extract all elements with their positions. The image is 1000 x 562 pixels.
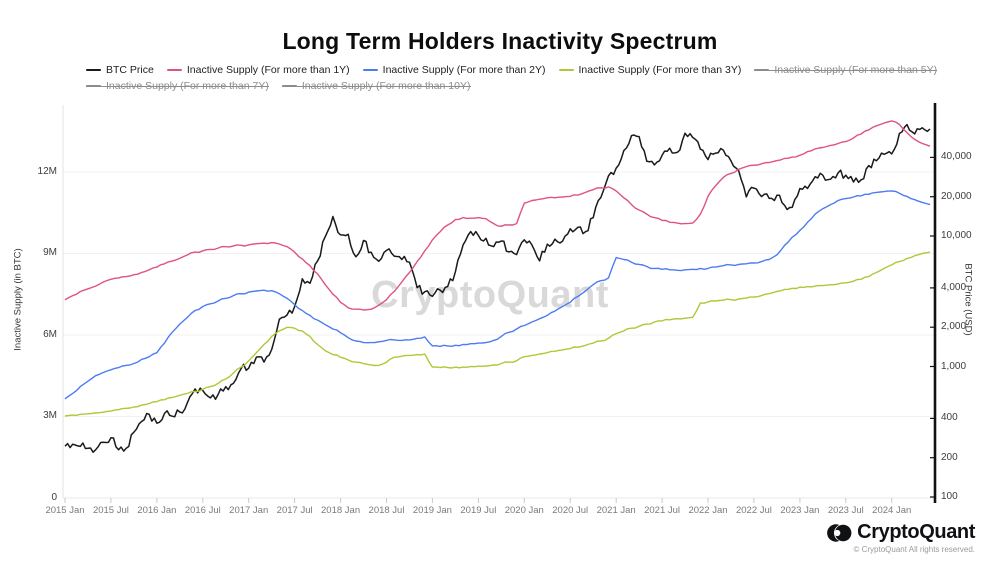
legend-swatch: [166, 69, 182, 71]
inactive-supply-2y-line: [64, 190, 931, 400]
x-tick-label: 2023 Jan: [780, 505, 820, 516]
y-right-tick-label: 1,000: [941, 360, 967, 372]
legend-item-btc-price[interactable]: BTC Price: [86, 64, 154, 76]
y-right-tick-label: 40,000: [941, 151, 972, 163]
x-tick-label: 2020 Jul: [552, 505, 589, 516]
legend-label: Inactive Supply (For more than 3Y): [578, 64, 742, 76]
legend-swatch: [362, 69, 378, 71]
inactive-supply-1y-line: [64, 120, 931, 311]
x-tick-label: 2023 Jul: [827, 505, 864, 516]
x-tick-label: 2016 Jan: [137, 505, 177, 516]
x-tick-label: 2022 Jan: [688, 505, 728, 516]
legend-label: BTC Price: [106, 64, 154, 76]
y-left-tick-label: 3M: [43, 410, 57, 422]
x-tick-label: 2020 Jan: [504, 505, 544, 516]
right-axis-title: BTC Price (USD): [962, 263, 974, 336]
x-tick-label: 2015 Jan: [45, 505, 85, 516]
y-right-tick-label: 10,000: [941, 230, 972, 241]
btc-price-line: [64, 123, 931, 453]
y-right-tick-label: 200: [941, 451, 958, 463]
legend-row-1: BTC Price Inactive Supply (For more than …: [86, 62, 966, 78]
footer: CryptoQuant © CryptoQuant All rights res…: [827, 521, 975, 554]
watermark: CryptoQuant: [371, 274, 609, 316]
x-tick-label: 2017 Jul: [276, 505, 313, 516]
x-tick-label: 2022 Jul: [735, 505, 772, 516]
y-left-tick-label: 0: [51, 492, 57, 503]
x-tick-label: 2021 Jan: [596, 505, 636, 516]
legend: BTC Price Inactive Supply (For more than …: [86, 62, 966, 94]
legend-item-inactive-supply-for-more-than-2y[interactable]: Inactive Supply (For more than 2Y): [362, 64, 546, 76]
footer-brand[interactable]: CryptoQuant: [857, 521, 975, 543]
legend-row-2: Inactive Supply (For more than 7Y) Inacti…: [86, 78, 966, 94]
y-right-tick-label: 20,000: [941, 190, 972, 202]
legend-label: Inactive Supply (For more than 2Y): [382, 64, 546, 76]
cryptoquant-logo-icon: [827, 523, 852, 542]
legend-label: Inactive Supply (For more than 1Y): [186, 64, 350, 76]
legend-item-inactive-supply-for-more-than-5y[interactable]: Inactive Supply (For more than 5Y): [754, 64, 937, 76]
y-right-tick-label: 100: [941, 491, 958, 502]
x-tick-label: 2016 Jul: [184, 505, 221, 516]
x-tick-label: 2015 Jul: [92, 505, 129, 516]
legend-swatch: [86, 69, 101, 71]
x-tick-label: 2018 Jul: [368, 505, 405, 516]
x-tick-label: 2019 Jan: [412, 505, 452, 516]
y-left-tick-label: 12M: [37, 165, 57, 177]
y-right-tick-label: 4,000: [941, 281, 967, 293]
legend-item-inactive-supply-for-more-than-3y[interactable]: Inactive Supply (For more than 3Y): [558, 64, 742, 76]
legend-item-inactive-supply-for-more-than-10y[interactable]: Inactive Supply (For more than 10Y): [281, 80, 471, 92]
footer-copyright: © CryptoQuant All rights reserved.: [853, 545, 976, 554]
y-left-tick-label: 6M: [43, 328, 57, 340]
y-right-tick-label: 400: [941, 412, 958, 424]
y-right-tick-label: 2,000: [941, 321, 967, 333]
inactive-supply-3y-line: [64, 251, 931, 417]
legend-item-inactive-supply-for-more-than-7y[interactable]: Inactive Supply (For more than 7Y): [86, 80, 269, 92]
x-tick-label: 2018 Jan: [321, 505, 361, 516]
x-tick-label: 2021 Jul: [644, 505, 681, 516]
chart-title: Long Term Holders Inactivity Spectrum: [282, 28, 718, 54]
x-tick-label: 2024 Jan: [872, 505, 912, 516]
legend-swatch: [558, 69, 574, 71]
legend-item-inactive-supply-for-more-than-1y[interactable]: Inactive Supply (For more than 1Y): [166, 64, 350, 76]
left-axis-title: Inactive Supply (in BTC): [12, 248, 24, 351]
x-tick-label: 2017 Jan: [229, 505, 269, 516]
x-tick-label: 2019 Jul: [460, 505, 497, 516]
y-left-tick-label: 9M: [43, 247, 57, 259]
